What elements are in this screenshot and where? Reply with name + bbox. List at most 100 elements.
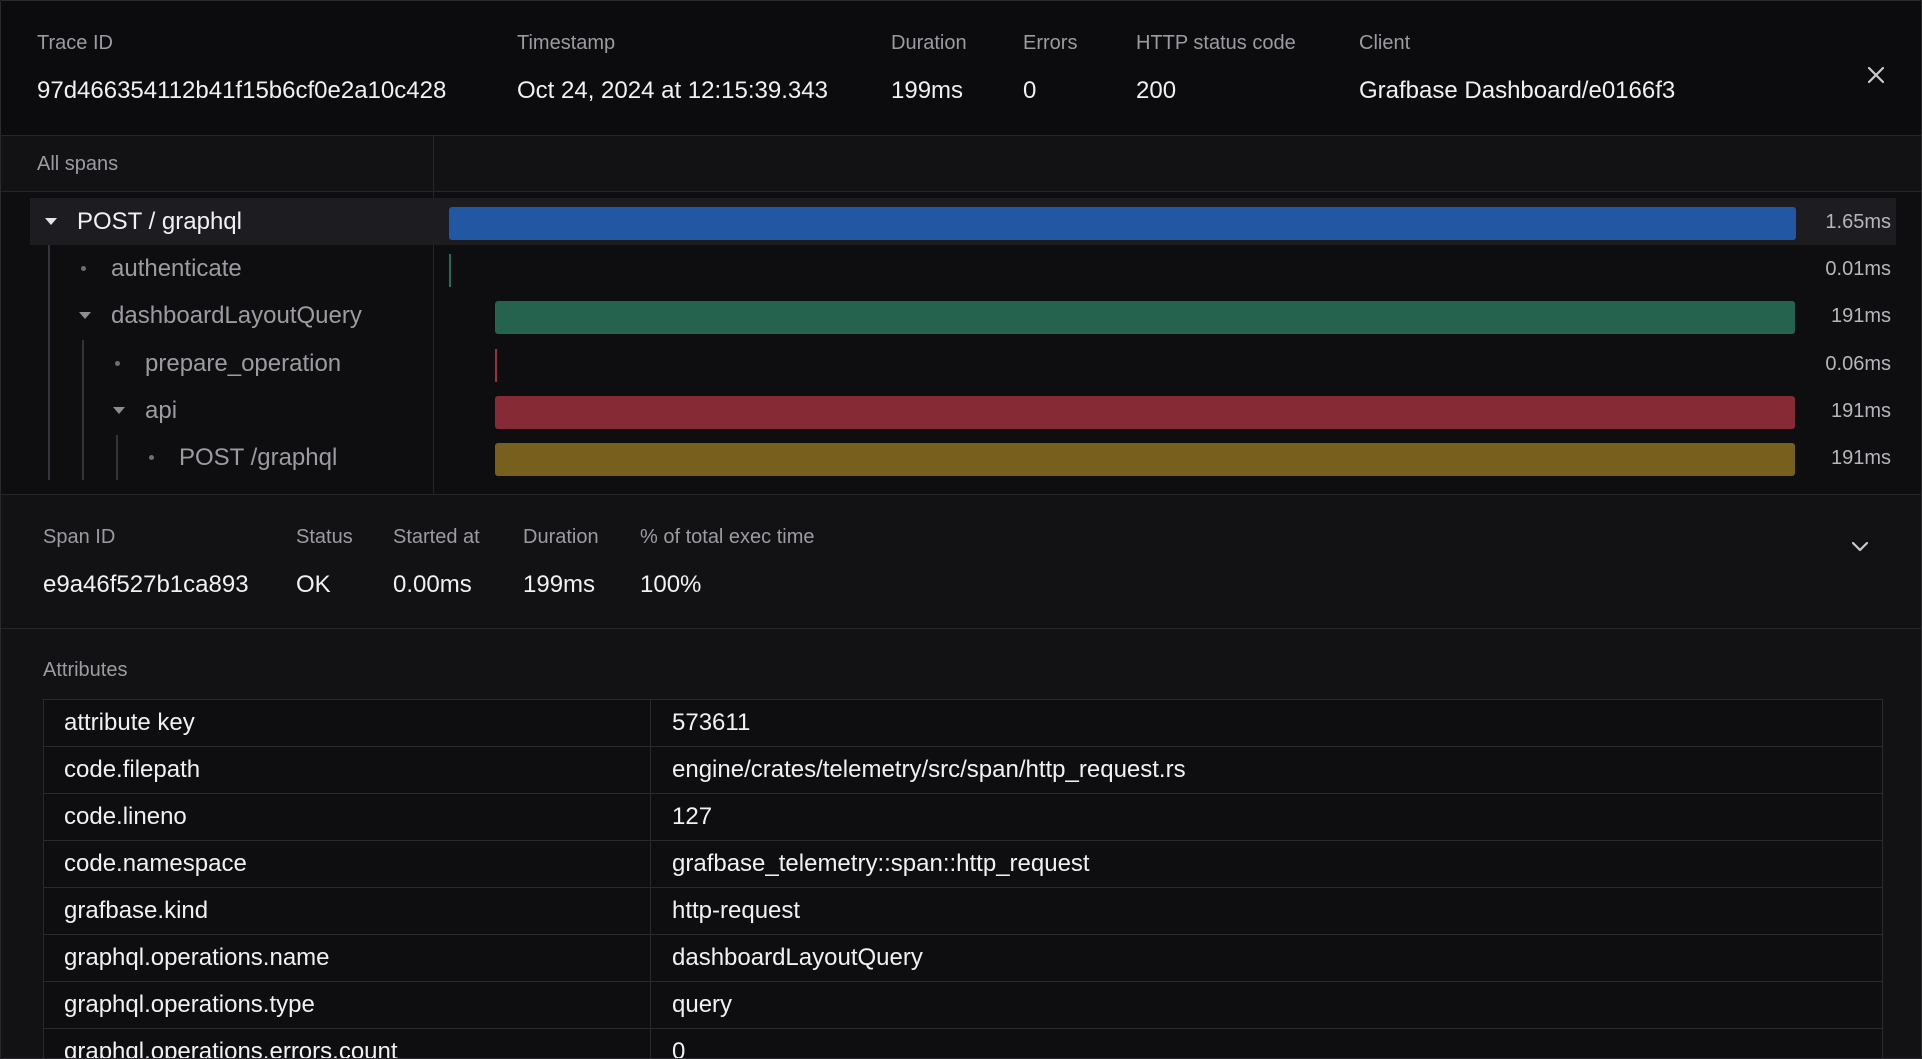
trace-id-value: 97d466354112b41f15b6cf0e2a10c428 [37,77,447,104]
started-at-value: 0.00ms [393,571,472,598]
spans-header: All spans [1,136,1921,192]
span-duration-field: Duration 199ms [523,525,599,600]
attribute-value: 573611 [672,709,751,736]
pct-exec-label: % of total exec time [640,526,815,548]
span-duration: 191ms [1830,305,1891,327]
span-name[interactable]: POST /graphql [179,444,338,471]
attribute-value: dashboardLayoutQuery [672,944,923,971]
attribute-key: code.namespace [44,841,651,887]
span-bar[interactable] [495,443,1795,476]
spans-column-divider [433,136,434,494]
span-id-field: Span ID e9a46f527b1ca893 [43,525,249,600]
span-detail: Span ID e9a46f527b1ca893 Status OK Start… [1,494,1921,629]
attribute-key: grafbase.kind [44,888,651,934]
span-duration: 0.01ms [1825,258,1891,280]
span-row[interactable]: prepare_operation 0.06ms [1,340,1921,387]
attributes-label: Attributes [43,659,128,681]
attribute-key: code.filepath [44,747,651,793]
bullet-icon [149,455,154,460]
table-row: attribute key 573611 [44,700,1882,747]
caret-down-icon[interactable] [111,402,127,418]
span-row[interactable]: api 191ms [1,387,1921,434]
trace-id-label: Trace ID [37,32,113,54]
attribute-key: graphql.operations.errors.count [44,1029,651,1058]
span-duration: 0.06ms [1825,353,1891,375]
span-row[interactable]: POST /graphql 191ms [1,434,1921,481]
caret-down-icon[interactable] [43,213,59,229]
bullet-icon [115,361,120,366]
duration-value: 199ms [891,77,964,104]
timestamp-field: Timestamp Oct 24, 2024 at 12:15:39.343 [517,31,828,106]
tree-guide-line [116,435,118,480]
span-duration: 191ms [1830,447,1891,469]
all-spans-label: All spans [37,153,119,175]
client-value: Grafbase Dashboard/e0166f3 [1359,77,1676,104]
duration-field: Duration 199ms [891,31,967,106]
table-row: code.namespace grafbase_telemetry::span:… [44,841,1882,888]
table-row: code.lineno 127 [44,794,1882,841]
bullet-icon [81,266,86,271]
span-name[interactable]: authenticate [111,255,242,282]
trace-id-field: Trace ID 97d466354112b41f15b6cf0e2a10c42… [37,31,446,106]
span-row[interactable]: dashboardLayoutQuery 191ms [1,292,1921,339]
span-duration: 191ms [1830,400,1891,422]
span-bar[interactable] [495,396,1795,429]
span-name[interactable]: POST / graphql [77,208,242,235]
attribute-key: attribute key [44,700,651,746]
attribute-value: 127 [672,803,713,830]
timestamp-label: Timestamp [517,32,616,54]
span-name[interactable]: dashboardLayoutQuery [111,302,362,329]
span-id-value: e9a46f527b1ca893 [43,571,249,598]
attribute-key: graphql.operations.name [44,935,651,981]
pct-exec-field: % of total exec time 100% [640,525,815,600]
span-bar[interactable] [495,349,497,382]
pct-exec-value: 100% [640,571,702,598]
table-row: graphql.operations.errors.count 0 [44,1029,1882,1058]
span-bar[interactable] [449,207,1796,240]
span-duration: 1.65ms [1825,211,1891,233]
status-label: Status [296,526,353,548]
table-row: graphql.operations.type query [44,982,1882,1029]
errors-field: Errors 0 [1023,31,1077,106]
close-icon [1867,66,1885,84]
status-field: Status OK [296,525,353,600]
started-at-label: Started at [393,526,480,548]
table-row: graphql.operations.name dashboardLayoutQ… [44,935,1882,982]
attribute-value: engine/crates/telemetry/src/span/http_re… [672,756,1186,783]
span-duration-value: 199ms [523,571,596,598]
close-button[interactable] [1861,60,1891,90]
span-row[interactable]: POST / graphql 1.65ms [1,198,1921,245]
span-name[interactable]: prepare_operation [145,350,342,377]
status-value: OK [296,571,331,598]
tree-guide-line [82,340,84,480]
caret-down-icon[interactable] [77,307,93,323]
attribute-value: grafbase_telemetry::span::http_request [672,850,1090,877]
attributes-table: attribute key 573611 code.filepath engin… [43,699,1883,1058]
span-duration-label: Duration [523,526,599,548]
client-label: Client [1359,32,1411,54]
span-bar[interactable] [495,301,1795,334]
attribute-key: code.lineno [44,794,651,840]
attribute-value: http-request [672,897,801,924]
http-status-value: 200 [1136,77,1177,104]
table-row: grafbase.kind http-request [44,888,1882,935]
span-bar[interactable] [449,254,451,287]
errors-value: 0 [1023,77,1037,104]
errors-label: Errors [1023,32,1078,54]
attribute-key: graphql.operations.type [44,982,651,1028]
http-status-label: HTTP status code [1136,32,1296,54]
attribute-value: query [672,991,733,1018]
collapse-detail-button[interactable] [1845,531,1875,561]
chevron-down-icon [1851,541,1869,552]
http-status-field: HTTP status code 200 [1136,31,1296,106]
duration-label: Duration [891,32,967,54]
attributes-section: Attributes attribute key 573611 code.fil… [1,629,1921,1058]
table-row: code.filepath engine/crates/telemetry/sr… [44,747,1882,794]
client-field: Client Grafbase Dashboard/e0166f3 [1359,31,1675,106]
span-row[interactable]: authenticate 0.01ms [1,245,1921,292]
span-id-label: Span ID [43,526,116,548]
tree-guide-line [48,245,50,480]
timestamp-value: Oct 24, 2024 at 12:15:39.343 [517,77,828,104]
span-name[interactable]: api [145,397,178,424]
